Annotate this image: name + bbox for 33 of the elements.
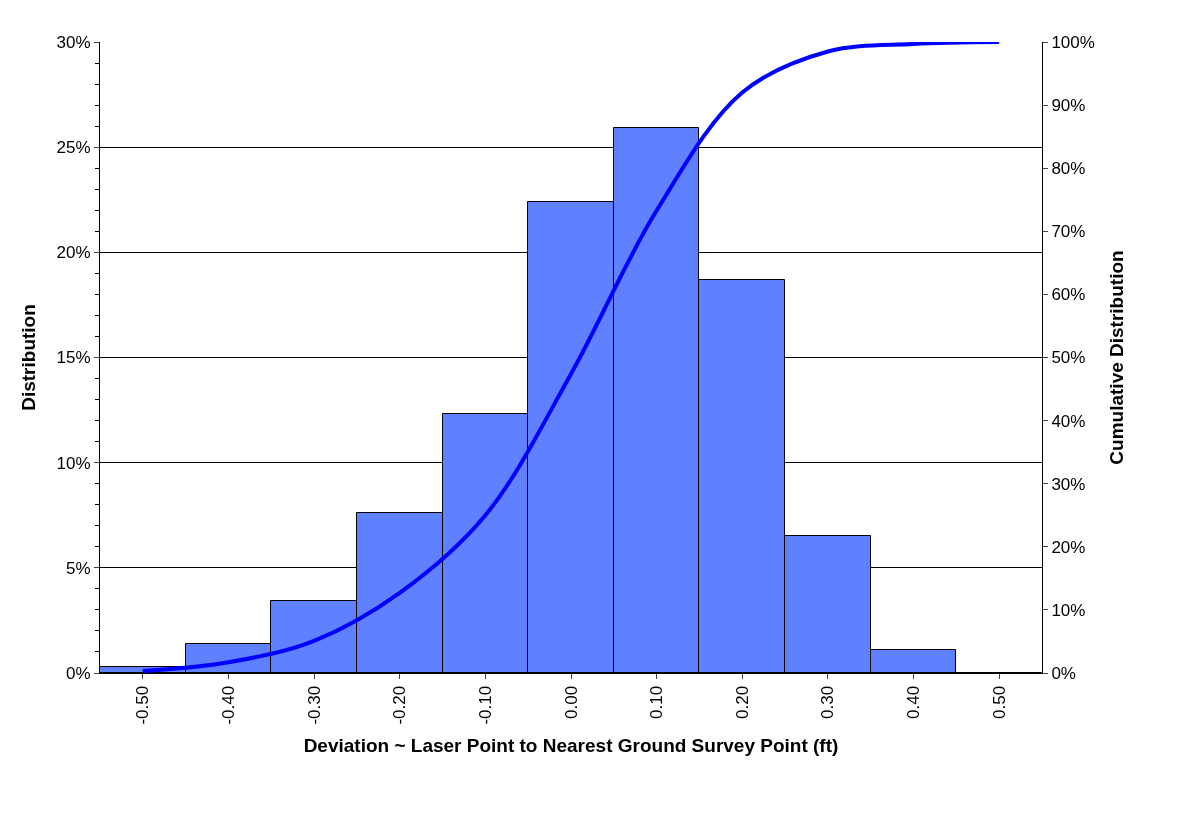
y2-tick-label: 10% <box>1051 600 1086 620</box>
x-tick-label: 0.30 <box>818 685 838 719</box>
y2-tick-label: 50% <box>1051 348 1086 368</box>
x-tick-label: -0.50 <box>133 685 153 725</box>
y-tick-label: 0% <box>66 663 91 683</box>
x-tick-label: 0.10 <box>647 685 667 719</box>
x-tick-label: -0.30 <box>304 685 324 725</box>
x-tick-label: -0.40 <box>218 685 238 725</box>
x-tick-label: -0.20 <box>390 685 410 725</box>
y2-tick-label: 40% <box>1051 411 1086 431</box>
x-axis-title: Deviation ~ Laser Point to Nearest Ground Survey Point (ft) <box>303 735 839 757</box>
y-tick-label: 20% <box>56 243 91 263</box>
y2-tick-label: 0% <box>1051 663 1076 683</box>
x-tick-label: -0.10 <box>475 685 495 725</box>
x-tick-label: 0.00 <box>561 685 581 719</box>
x-tick-label: 0.40 <box>904 685 924 719</box>
y-tick-label: 10% <box>56 453 91 473</box>
y2-tick-label: 30% <box>1051 474 1086 494</box>
y-axis-title: Distribution <box>18 304 40 411</box>
x-tick-label: 0.20 <box>732 685 752 719</box>
y2-axis-title: Cumulative Distribution <box>1105 250 1127 465</box>
y-tick-label: 5% <box>66 558 91 578</box>
y2-tick-label: 70% <box>1051 222 1086 242</box>
y-tick-label: 15% <box>56 348 91 368</box>
line-series <box>140 42 1002 673</box>
y2-tick-label: 80% <box>1051 159 1086 179</box>
y2-tick-label: 90% <box>1051 96 1086 116</box>
y2-tick-label: 100% <box>1051 32 1095 52</box>
y2-tick-label: 60% <box>1051 285 1086 305</box>
y-tick-label: 25% <box>56 138 91 158</box>
y2-tick-label: 20% <box>1051 537 1086 557</box>
x-tick-label: 0.50 <box>989 685 1009 719</box>
y-tick-label: 30% <box>56 32 91 52</box>
